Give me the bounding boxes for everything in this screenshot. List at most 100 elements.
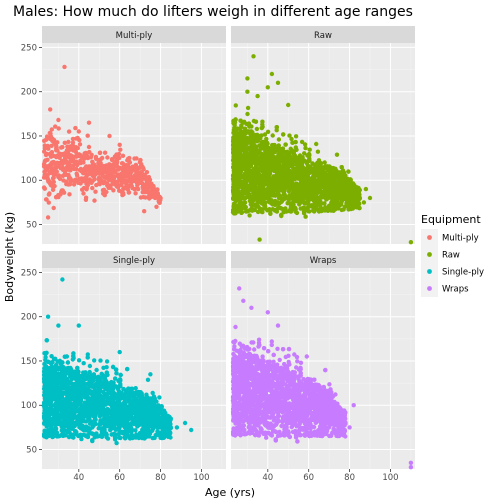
data-point-outlier	[154, 204, 159, 209]
data-point	[260, 185, 265, 190]
data-point-outlier	[86, 120, 92, 125]
data-point	[336, 204, 341, 209]
data-point	[90, 162, 96, 168]
data-point	[299, 180, 304, 185]
data-point	[84, 187, 89, 192]
data-point	[281, 209, 286, 215]
data-point	[302, 201, 307, 206]
data-point	[312, 195, 317, 200]
data-point	[54, 143, 59, 148]
data-point	[286, 179, 291, 184]
data-point	[124, 169, 130, 175]
data-point	[276, 186, 281, 191]
data-point	[241, 133, 246, 138]
data-point	[128, 174, 134, 179]
data-point	[141, 186, 146, 192]
facet-strip	[42, 251, 226, 268]
data-point	[279, 212, 284, 218]
data-point	[248, 168, 253, 174]
data-point	[357, 187, 362, 193]
data-point	[244, 171, 249, 176]
data-point	[298, 154, 303, 159]
data-point	[242, 119, 247, 125]
data-point	[343, 192, 348, 197]
data-point	[333, 207, 338, 212]
data-point	[339, 165, 344, 170]
data-point-outlier	[117, 142, 122, 147]
data-point	[71, 182, 77, 187]
data-point	[93, 189, 98, 194]
data-point	[145, 377, 151, 382]
data-point-outlier	[269, 71, 275, 77]
data-point	[130, 185, 135, 191]
data-point	[54, 148, 60, 153]
data-point	[301, 175, 306, 181]
data-point	[57, 155, 62, 160]
data-point-outlier	[275, 80, 281, 86]
data-point	[111, 188, 116, 193]
data-point	[265, 129, 271, 134]
data-point	[276, 201, 282, 206]
data-point	[150, 183, 155, 189]
data-point	[290, 159, 295, 164]
data-point	[55, 161, 60, 166]
data-point	[145, 180, 151, 185]
data-point	[98, 169, 103, 174]
data-point	[276, 205, 281, 211]
data-point	[278, 181, 283, 186]
data-point	[46, 192, 52, 197]
panel-raw: Raw	[230, 26, 415, 245]
data-point	[355, 191, 361, 196]
data-point	[276, 137, 282, 142]
data-point	[250, 145, 255, 151]
data-point	[71, 163, 76, 168]
data-point	[240, 173, 245, 179]
data-point	[274, 168, 279, 174]
data-point	[333, 166, 338, 171]
data-point	[281, 132, 286, 137]
data-point	[241, 179, 247, 184]
data-point	[346, 180, 351, 185]
data-point	[324, 192, 330, 197]
data-point	[253, 144, 259, 150]
data-point-outlier	[62, 64, 67, 70]
data-point	[64, 165, 70, 170]
data-point	[110, 173, 115, 179]
data-point	[42, 143, 47, 148]
data-point	[101, 191, 106, 196]
data-point	[327, 188, 332, 194]
chart-title: Males: How much do lifters weigh in diff…	[13, 4, 413, 20]
data-point	[254, 180, 259, 185]
data-point	[253, 119, 259, 124]
data-point	[124, 163, 129, 168]
data-point	[119, 166, 125, 171]
data-point	[320, 165, 325, 170]
data-point	[318, 206, 324, 211]
data-point	[302, 183, 307, 188]
data-point	[53, 124, 58, 129]
data-point	[288, 172, 293, 177]
data-point	[264, 160, 269, 165]
data-point	[98, 156, 104, 162]
data-point	[326, 174, 331, 179]
data-point	[78, 160, 83, 166]
data-point	[302, 158, 307, 164]
data-point	[334, 188, 339, 193]
data-point	[71, 166, 77, 172]
data-point	[246, 129, 251, 134]
data-point	[43, 152, 49, 158]
facet-strip	[231, 26, 415, 43]
data-point	[325, 164, 331, 170]
data-point	[283, 142, 288, 147]
data-point	[285, 183, 290, 188]
data-point	[293, 134, 299, 139]
data-point	[236, 136, 241, 142]
data-point	[258, 192, 263, 197]
data-point	[328, 171, 333, 176]
data-point	[258, 145, 263, 150]
data-point	[51, 175, 56, 180]
data-point	[85, 133, 90, 138]
data-point	[264, 136, 269, 142]
data-point	[287, 150, 293, 156]
